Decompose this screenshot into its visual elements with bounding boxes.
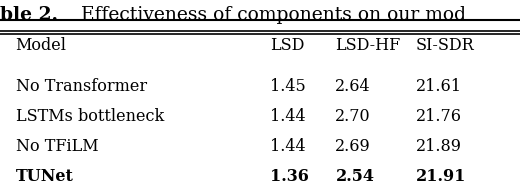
Text: Model: Model: [16, 37, 67, 54]
Text: LSD: LSD: [270, 37, 305, 54]
Text: ble 2.: ble 2.: [0, 6, 58, 24]
Text: No TFiLM: No TFiLM: [16, 138, 98, 155]
Text: 1.36: 1.36: [270, 168, 309, 185]
Text: SI-SDR: SI-SDR: [416, 37, 475, 54]
Text: 2.64: 2.64: [335, 78, 371, 95]
Text: 1.45: 1.45: [270, 78, 306, 95]
Text: 21.89: 21.89: [416, 138, 462, 155]
Text: 1.44: 1.44: [270, 108, 306, 125]
Text: LSTMs bottleneck: LSTMs bottleneck: [16, 108, 164, 125]
Text: 21.61: 21.61: [416, 78, 462, 95]
Text: 1.44: 1.44: [270, 138, 306, 155]
Text: TUNet: TUNet: [16, 168, 73, 185]
Text: Effectiveness of components on our mod: Effectiveness of components on our mod: [75, 6, 466, 24]
Text: 2.54: 2.54: [335, 168, 374, 185]
Text: 2.70: 2.70: [335, 108, 371, 125]
Text: No Transformer: No Transformer: [16, 78, 147, 95]
Text: 21.76: 21.76: [416, 108, 462, 125]
Text: 21.91: 21.91: [416, 168, 466, 185]
Text: LSD-HF: LSD-HF: [335, 37, 400, 54]
Text: 2.69: 2.69: [335, 138, 371, 155]
